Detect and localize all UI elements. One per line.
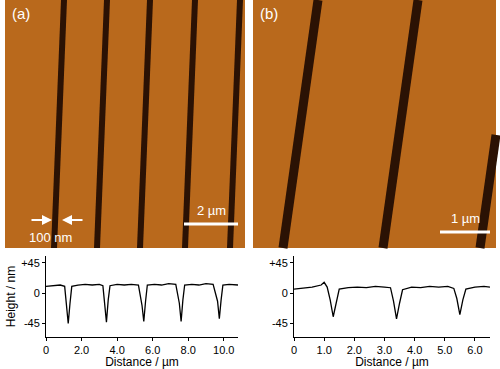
svg-text:0: 0 xyxy=(43,344,49,356)
svg-text:2 µm: 2 µm xyxy=(197,203,226,218)
svg-text:+45: +45 xyxy=(21,257,40,269)
svg-text:3.0: 3.0 xyxy=(377,344,392,356)
svg-text:Distance / µm: Distance / µm xyxy=(355,355,429,369)
svg-text:2.0: 2.0 xyxy=(74,344,89,356)
svg-text:0: 0 xyxy=(291,344,297,356)
svg-text:(b): (b) xyxy=(260,5,278,22)
svg-text:0: 0 xyxy=(34,287,40,299)
svg-text:+45: +45 xyxy=(269,257,288,269)
svg-text:2.0: 2.0 xyxy=(347,344,362,356)
svg-text:1 µm: 1 µm xyxy=(451,211,480,226)
svg-text:4.0: 4.0 xyxy=(109,344,124,356)
svg-text:Height / nm: Height / nm xyxy=(4,266,18,327)
svg-text:-45: -45 xyxy=(24,317,40,329)
svg-text:6.0: 6.0 xyxy=(467,344,482,356)
svg-text:5.0: 5.0 xyxy=(437,344,452,356)
svg-text:Distance / µm: Distance / µm xyxy=(105,355,179,369)
svg-text:4.0: 4.0 xyxy=(407,344,422,356)
svg-text:8.0: 8.0 xyxy=(181,344,196,356)
svg-text:1.0: 1.0 xyxy=(317,344,332,356)
svg-text:6.0: 6.0 xyxy=(145,344,160,356)
svg-text:0: 0 xyxy=(282,287,288,299)
svg-text:-45: -45 xyxy=(272,317,288,329)
svg-text:(a): (a) xyxy=(12,5,30,22)
svg-text:100 nm: 100 nm xyxy=(29,230,72,245)
svg-text:10.0: 10.0 xyxy=(213,344,234,356)
